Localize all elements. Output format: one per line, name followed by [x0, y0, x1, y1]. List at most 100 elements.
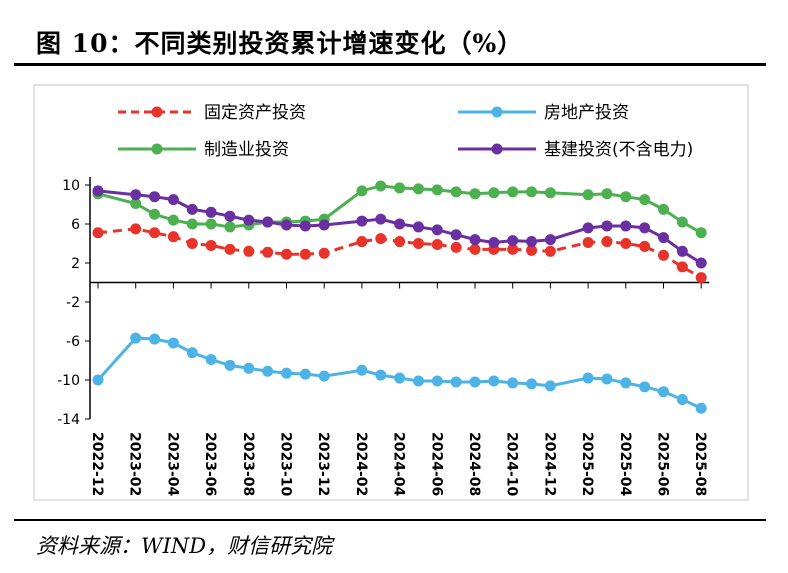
data-point: [431, 375, 443, 387]
legend-label: 基建投资(不含电力): [544, 140, 693, 160]
series-1: [92, 332, 707, 414]
data-point: [507, 377, 519, 389]
source-note: 资料来源：WIND，财信研究院: [36, 534, 333, 558]
data-point: [601, 188, 613, 200]
data-point: [412, 375, 424, 387]
data-point: [431, 224, 443, 236]
figure-title: 图 10：不同类别投资累计增速变化（%）: [36, 29, 524, 58]
data-point: [639, 381, 651, 393]
legend-marker: [491, 106, 503, 118]
data-point: [676, 394, 688, 405]
data-point: [469, 243, 481, 255]
data-point: [186, 238, 198, 249]
data-point: [299, 248, 311, 260]
data-point: [205, 206, 217, 218]
data-point: [149, 191, 161, 203]
x-tick-label: 2023-08: [240, 432, 256, 496]
x-tick-label: 2023-10: [278, 432, 294, 497]
x-tick-label: 2024-12: [541, 432, 557, 496]
data-point: [375, 369, 387, 381]
data-point: [450, 241, 462, 253]
data-point: [526, 244, 538, 256]
data-point: [412, 221, 424, 233]
data-point: [488, 187, 500, 199]
data-point: [186, 218, 198, 230]
data-point: [601, 220, 613, 232]
data-point: [205, 239, 217, 251]
data-point: [281, 248, 292, 260]
data-point: [601, 373, 613, 385]
x-tick-label: 2023-06: [202, 432, 218, 496]
data-point: [639, 222, 651, 234]
data-point: [526, 186, 538, 198]
data-point: [394, 236, 406, 248]
data-point: [582, 237, 594, 249]
legend-item: 基建投资(不含电力): [458, 140, 693, 160]
data-point: [431, 184, 443, 196]
data-point: [130, 198, 142, 210]
x-tick-label: 2025-04: [617, 432, 633, 497]
y-tick-label: -14: [57, 412, 80, 428]
data-point: [130, 223, 142, 235]
data-point: [620, 377, 632, 389]
data-point: [92, 374, 104, 386]
data-point: [469, 188, 481, 200]
data-point: [639, 240, 651, 252]
data-point: [149, 208, 161, 220]
data-point: [676, 216, 688, 228]
data-point: [544, 245, 556, 257]
x-tick-label: 2024-04: [391, 432, 407, 497]
data-point: [658, 249, 669, 261]
data-point: [394, 372, 406, 384]
data-point: [450, 186, 462, 198]
data-point: [695, 257, 707, 269]
data-point: [526, 236, 538, 248]
data-point: [526, 378, 538, 390]
data-point: [488, 375, 500, 387]
data-point: [620, 238, 632, 249]
data-point: [676, 261, 688, 273]
data-point: [469, 376, 481, 388]
data-point: [243, 362, 255, 374]
data-point: [356, 185, 368, 197]
data-point: [695, 227, 707, 239]
data-point: [130, 332, 142, 344]
legend-item: 房地产投资: [458, 103, 629, 123]
data-point: [167, 231, 179, 243]
y-tick-label: 6: [71, 217, 80, 233]
data-point: [92, 227, 104, 239]
data-point: [394, 218, 406, 230]
data-point: [299, 220, 311, 232]
y-tick-label: -2: [66, 295, 80, 311]
data-point: [412, 238, 424, 249]
data-point: [318, 370, 330, 382]
legend-label: 制造业投资: [204, 140, 289, 160]
data-point: [450, 229, 462, 241]
data-point: [318, 219, 330, 231]
series-group: [92, 180, 707, 414]
data-point: [620, 220, 632, 232]
data-point: [262, 246, 274, 258]
data-point: [318, 247, 330, 259]
data-point: [601, 236, 613, 248]
data-point: [262, 365, 274, 377]
data-point: [394, 182, 406, 194]
data-point: [507, 243, 519, 255]
data-point: [356, 364, 368, 376]
legend-marker: [491, 143, 503, 155]
data-point: [149, 333, 161, 345]
data-point: [544, 380, 556, 392]
data-point: [224, 359, 236, 371]
data-point: [375, 233, 387, 245]
x-tick-label: 2024-06: [428, 432, 444, 496]
x-tick-label: 2022-12: [89, 432, 105, 496]
data-point: [262, 216, 274, 228]
data-point: [488, 237, 500, 249]
x-tick-label: 2025-02: [579, 432, 595, 496]
bottom-rule: [14, 519, 766, 521]
data-point: [243, 214, 255, 226]
legend-label: 房地产投资: [544, 103, 629, 123]
data-point: [676, 245, 688, 257]
